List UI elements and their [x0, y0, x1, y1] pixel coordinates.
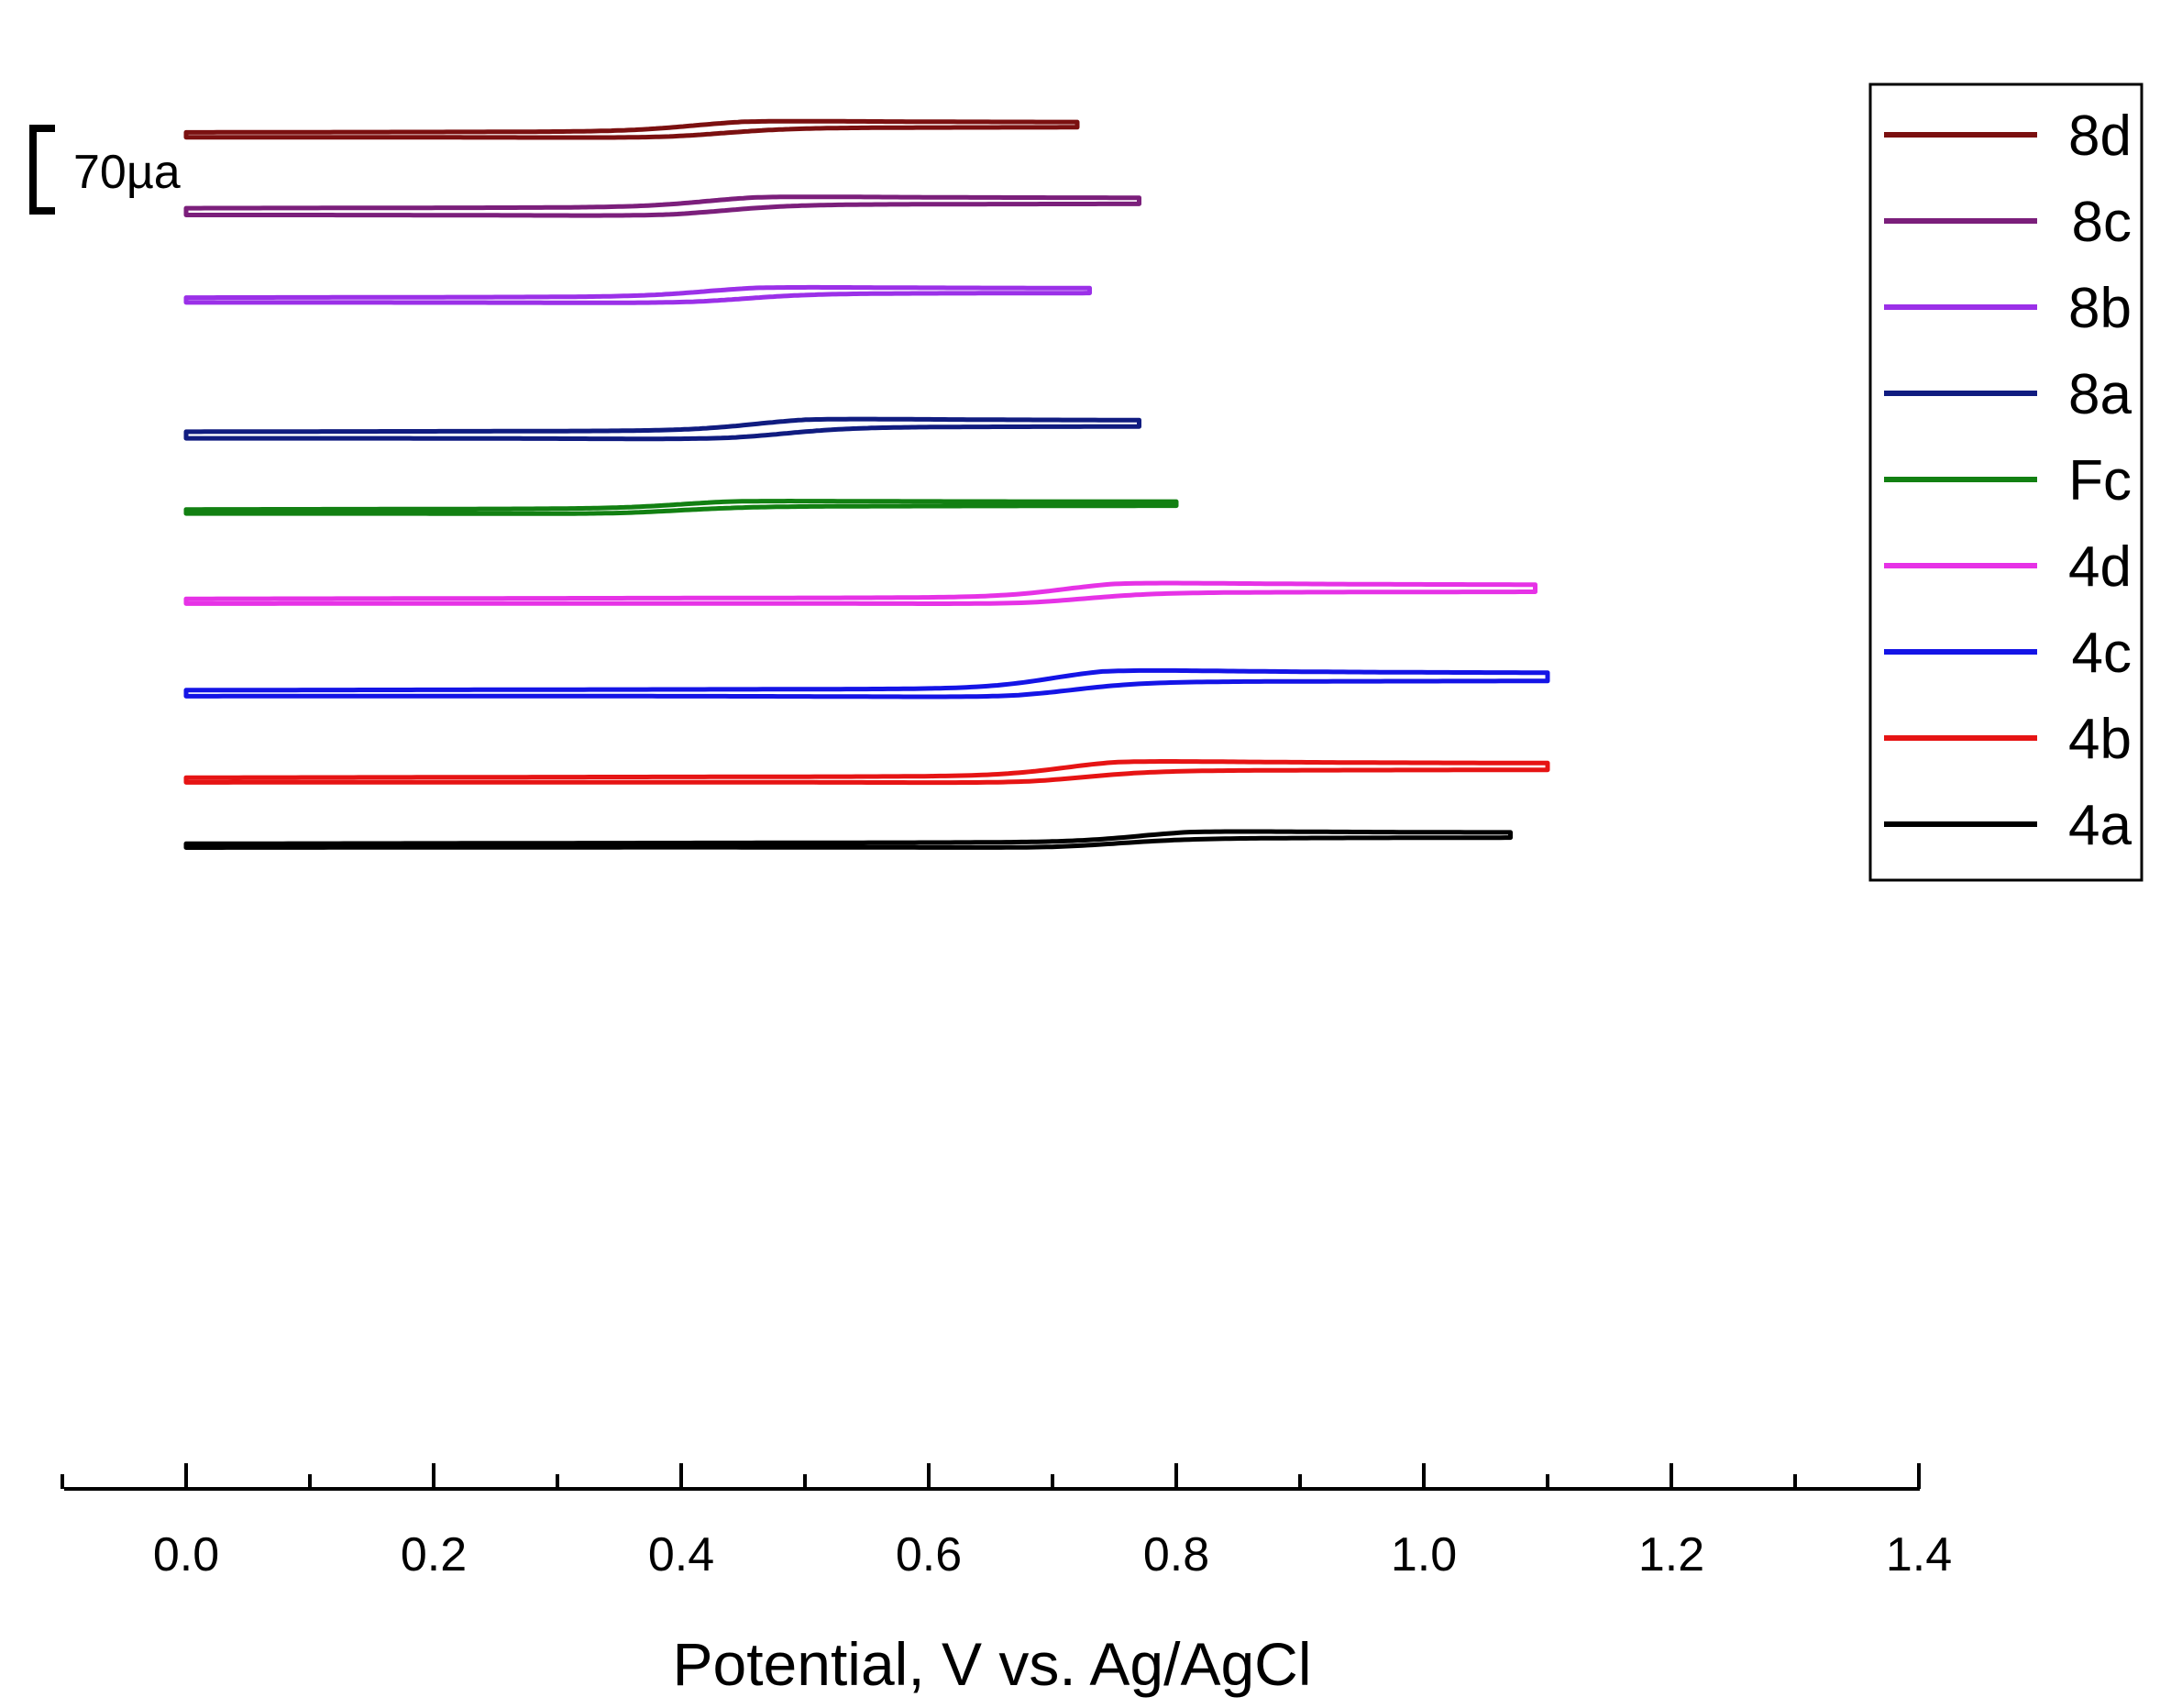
x-tick-label: 0.6: [896, 1528, 962, 1581]
current-scale-bar: 70µa: [29, 125, 181, 215]
legend: 8d 8c 8b 8a Fc 4d 4c 4b 4a: [1868, 83, 2143, 882]
series-line-fc: [183, 499, 1179, 516]
legend-label-fc: Fc: [2068, 449, 2132, 512]
x-tick-label: 1.2: [1638, 1528, 1704, 1581]
series-line-8a: [183, 416, 1141, 442]
scale-bar-label: 70µa: [73, 146, 181, 199]
legend-label-8b: 8b: [2068, 277, 2132, 340]
x-axis-title: Potential, V vs. Ag/AgCl: [672, 1630, 1311, 1698]
x-tick-label: 1.4: [1886, 1528, 1952, 1581]
x-tick-label: 0.2: [401, 1528, 467, 1581]
x-tick-label: 0.0: [153, 1528, 219, 1581]
series-line-4d: [183, 580, 1537, 606]
x-axis: 0.0 0.2 0.4 0.6 0.8 1.0 1.2 1.4 Potential, V vs…: [61, 1463, 1952, 1698]
legend-label-4c: 4c: [2072, 622, 2132, 685]
x-tick-label: 0.8: [1143, 1528, 1209, 1581]
legend-label-4b: 4b: [2068, 708, 2132, 771]
legend-label-8d: 8d: [2068, 105, 2132, 168]
scale-bar-bracket: [29, 125, 55, 215]
legend-label-4a: 4a: [2068, 794, 2132, 857]
x-axis-ticks: 0.0 0.2 0.4 0.6 0.8 1.0 1.2 1.4: [61, 1463, 1952, 1581]
legend-label-4d: 4d: [2068, 535, 2132, 599]
legend-label-8c: 8c: [2072, 191, 2132, 254]
legend-label-8a: 8a: [2068, 363, 2132, 426]
series-line-4c: [183, 667, 1550, 700]
series-line-8b: [183, 284, 1092, 305]
plot-area: [183, 118, 1550, 850]
x-tick-label: 0.4: [648, 1528, 714, 1581]
x-tick-label: 1.0: [1391, 1528, 1457, 1581]
series-line-8d: [183, 118, 1080, 140]
series-line-8c: [183, 194, 1141, 218]
series-line-4a: [183, 829, 1513, 850]
series-line-4b: [183, 759, 1550, 786]
